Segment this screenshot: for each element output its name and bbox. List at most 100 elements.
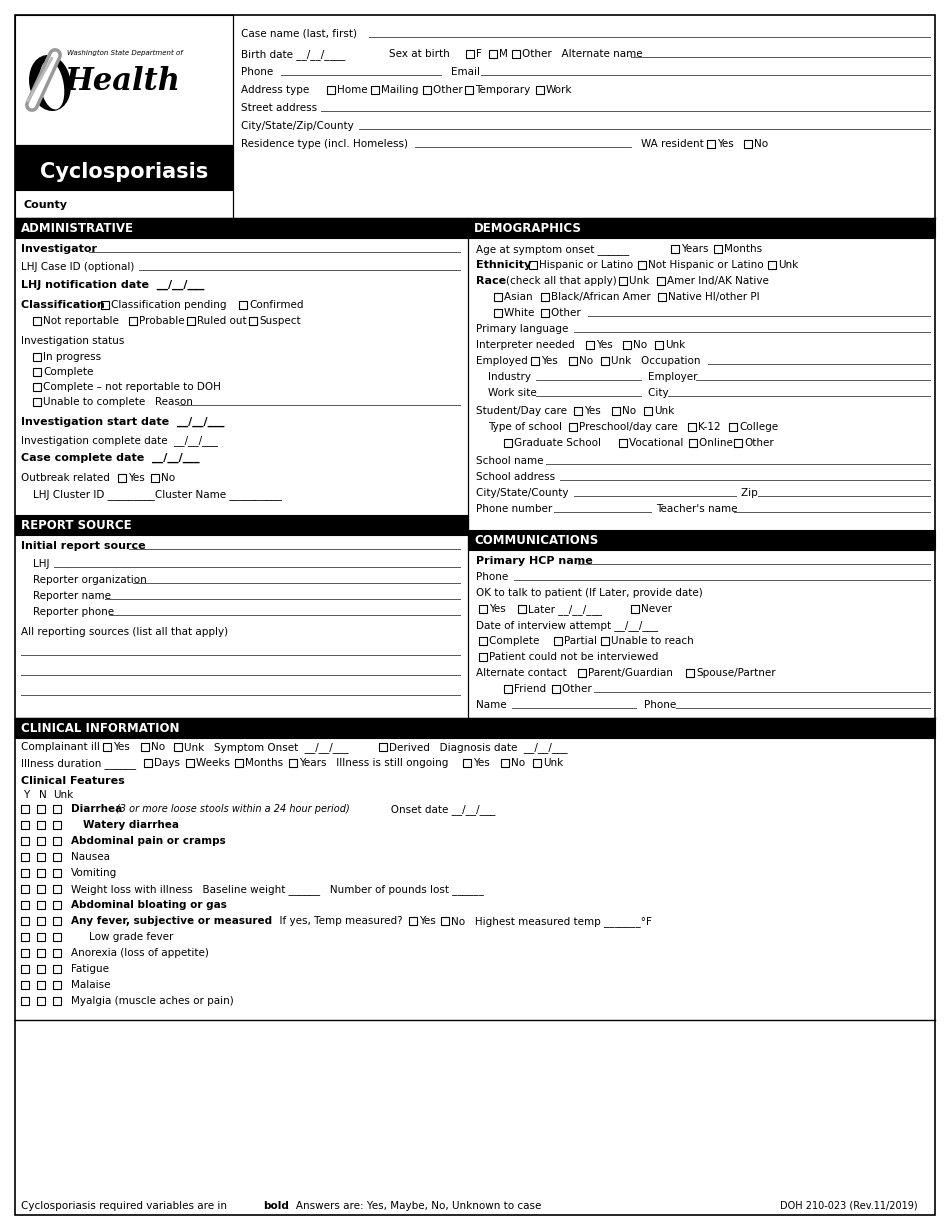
Bar bbox=[53, 870, 61, 877]
Text: DOH 210-023 (Rev.11/2019): DOH 210-023 (Rev.11/2019) bbox=[780, 1200, 918, 1212]
Text: ADMINISTRATIVE: ADMINISTRATIVE bbox=[21, 221, 134, 235]
Text: Employer: Employer bbox=[648, 371, 701, 383]
Bar bbox=[21, 998, 29, 1005]
Text: Phone: Phone bbox=[476, 572, 511, 582]
Text: Yes: Yes bbox=[128, 474, 151, 483]
Bar bbox=[37, 804, 45, 813]
Text: Employed: Employed bbox=[476, 355, 531, 367]
Bar bbox=[21, 918, 29, 925]
Bar bbox=[37, 886, 45, 893]
Text: White: White bbox=[504, 308, 541, 319]
Bar bbox=[552, 685, 560, 692]
Text: Birth date __/__/____: Birth date __/__/____ bbox=[241, 49, 345, 60]
Text: Reporter organization: Reporter organization bbox=[33, 574, 150, 585]
Text: LHJ notification date  __/__/___: LHJ notification date __/__/___ bbox=[21, 280, 204, 290]
Text: Abdominal pain or cramps: Abdominal pain or cramps bbox=[71, 836, 226, 846]
Text: Age at symptom onset ______: Age at symptom onset ______ bbox=[476, 244, 636, 255]
Text: No   Highest measured temp _______°F: No Highest measured temp _______°F bbox=[451, 916, 652, 927]
Bar bbox=[37, 870, 45, 877]
Text: If yes, Temp measured?: If yes, Temp measured? bbox=[273, 916, 406, 926]
Text: Phone number: Phone number bbox=[476, 504, 556, 514]
Bar bbox=[249, 317, 257, 325]
Text: Black/African Amer: Black/African Amer bbox=[551, 292, 657, 303]
Text: Abdominal bloating or gas: Abdominal bloating or gas bbox=[71, 900, 227, 910]
Text: Friend: Friend bbox=[514, 684, 553, 694]
Bar bbox=[103, 743, 111, 752]
Bar bbox=[174, 743, 182, 752]
Text: Home: Home bbox=[337, 85, 374, 95]
Bar bbox=[21, 982, 29, 989]
Text: LHJ Cluster ID _________Cluster Name __________: LHJ Cluster ID _________Cluster Name ___… bbox=[33, 490, 282, 499]
Bar bbox=[21, 950, 29, 957]
Bar bbox=[53, 804, 61, 813]
Bar bbox=[468, 218, 935, 237]
Text: Low grade fever: Low grade fever bbox=[89, 932, 173, 942]
Bar bbox=[729, 423, 737, 430]
Text: LHJ: LHJ bbox=[33, 558, 53, 569]
Text: Later __/__/___: Later __/__/___ bbox=[528, 604, 609, 615]
Bar bbox=[21, 870, 29, 877]
Text: Illness duration ______: Illness duration ______ bbox=[21, 758, 142, 769]
Bar bbox=[466, 50, 474, 58]
Bar bbox=[33, 353, 41, 360]
Bar bbox=[21, 902, 29, 909]
Text: Yes: Yes bbox=[717, 139, 740, 149]
Text: Y: Y bbox=[23, 790, 29, 800]
Text: .  Answers are: Yes, Maybe, No, Unknown to case: . Answers are: Yes, Maybe, No, Unknown t… bbox=[286, 1200, 542, 1212]
Bar bbox=[441, 918, 449, 925]
Bar bbox=[21, 966, 29, 973]
Text: Online: Online bbox=[699, 438, 739, 448]
Bar bbox=[15, 189, 233, 218]
Text: Work site: Work site bbox=[488, 387, 540, 399]
Bar bbox=[423, 86, 431, 93]
Bar bbox=[612, 407, 620, 415]
Bar bbox=[21, 804, 29, 813]
Text: Vocational: Vocational bbox=[629, 438, 690, 448]
Text: No: No bbox=[622, 406, 642, 416]
Bar bbox=[118, 474, 126, 482]
Text: Residence type (incl. Homeless): Residence type (incl. Homeless) bbox=[241, 139, 411, 149]
Text: City: City bbox=[648, 387, 672, 399]
Bar bbox=[15, 218, 468, 237]
Text: Washington State Department of: Washington State Department of bbox=[67, 50, 182, 57]
Text: Nausea: Nausea bbox=[71, 852, 110, 862]
Bar bbox=[707, 140, 715, 148]
Bar bbox=[734, 439, 742, 446]
Text: No: No bbox=[151, 742, 172, 752]
Text: OK to talk to patient (If Later, provide date): OK to talk to patient (If Later, provide… bbox=[476, 588, 703, 598]
Bar bbox=[586, 341, 594, 349]
Bar bbox=[638, 261, 646, 269]
Text: Years: Years bbox=[681, 244, 715, 255]
Text: Cyclosporiasis required variables are in: Cyclosporiasis required variables are in bbox=[21, 1200, 230, 1212]
Bar bbox=[479, 637, 487, 645]
Text: Unk   Symptom Onset  __/__/___: Unk Symptom Onset __/__/___ bbox=[184, 742, 355, 753]
Text: Other: Other bbox=[744, 438, 773, 448]
Bar bbox=[578, 669, 586, 676]
Text: Preschool/day care: Preschool/day care bbox=[579, 422, 684, 432]
Text: Derived   Diagnosis date  __/__/___: Derived Diagnosis date __/__/___ bbox=[389, 742, 568, 753]
Text: Industry: Industry bbox=[488, 371, 534, 383]
Text: Confirmed: Confirmed bbox=[249, 300, 303, 310]
Bar bbox=[327, 86, 335, 93]
Text: Temporary: Temporary bbox=[475, 85, 537, 95]
Text: Watery diarrhea: Watery diarrhea bbox=[83, 820, 179, 830]
Text: Complainant ill: Complainant ill bbox=[21, 742, 104, 752]
Bar bbox=[53, 902, 61, 909]
Text: Street address: Street address bbox=[241, 103, 320, 113]
Text: Sex at birth: Sex at birth bbox=[389, 49, 453, 59]
Bar bbox=[688, 423, 696, 430]
Bar bbox=[37, 902, 45, 909]
Text: Yes: Yes bbox=[584, 406, 607, 416]
Bar bbox=[15, 515, 468, 535]
Bar bbox=[53, 886, 61, 893]
Bar bbox=[37, 836, 45, 845]
Bar bbox=[21, 934, 29, 941]
Text: Unk   Occupation: Unk Occupation bbox=[611, 355, 704, 367]
Bar bbox=[644, 407, 652, 415]
Bar bbox=[657, 277, 665, 285]
Bar bbox=[53, 966, 61, 973]
Bar bbox=[601, 637, 609, 645]
Text: Unk: Unk bbox=[629, 276, 655, 287]
Text: Years   Illness is still ongoing: Years Illness is still ongoing bbox=[299, 758, 451, 768]
Bar bbox=[33, 399, 41, 406]
